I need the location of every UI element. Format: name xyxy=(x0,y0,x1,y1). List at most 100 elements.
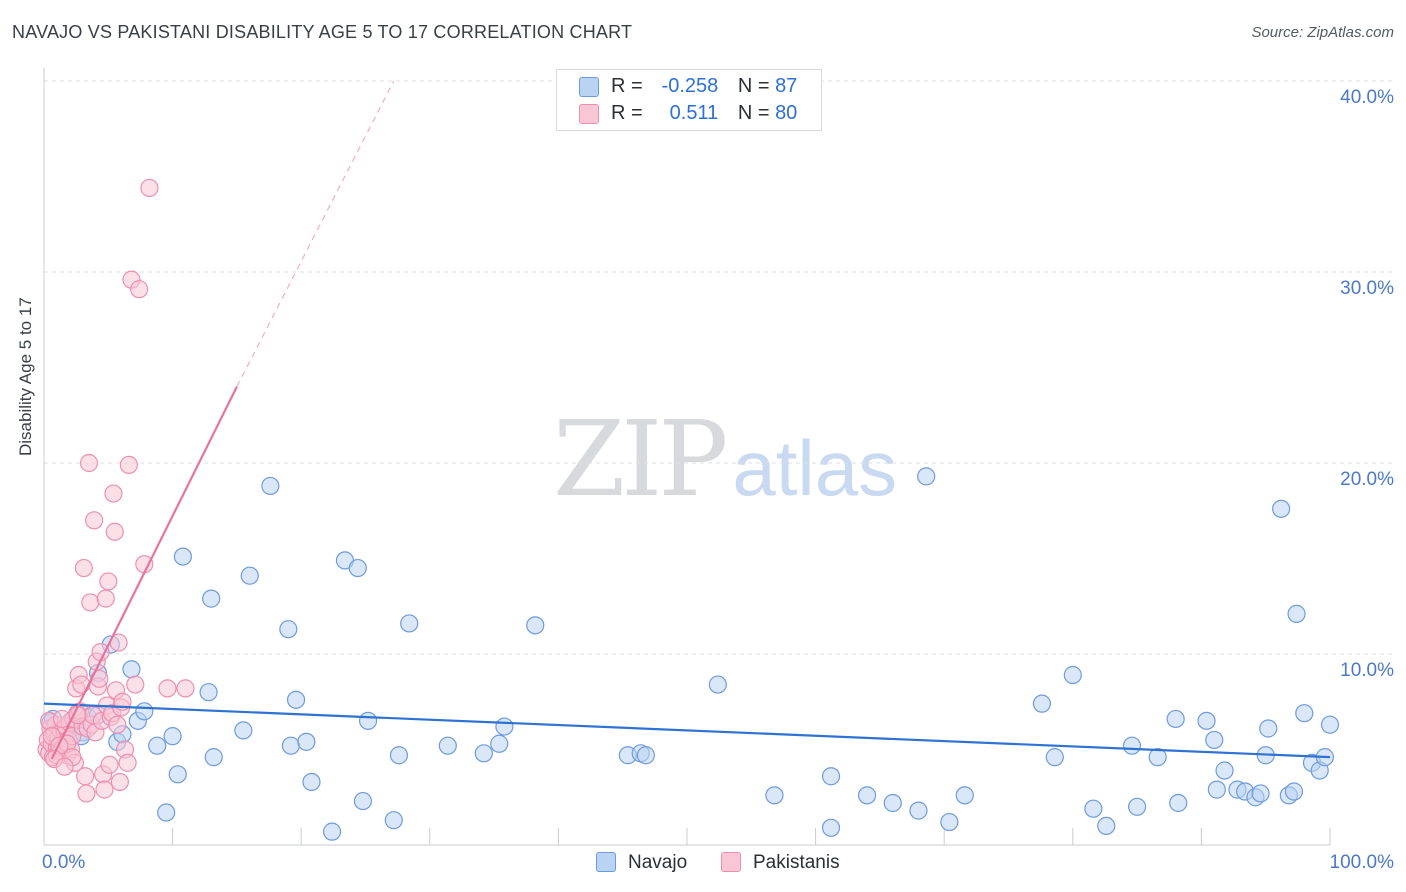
pakistani-n-label: N = xyxy=(737,102,770,124)
navajo-point xyxy=(955,786,974,805)
navajo-point xyxy=(163,727,182,746)
navajo-point xyxy=(384,811,403,830)
pakistani-point xyxy=(81,593,100,612)
pakistani-point xyxy=(158,679,177,698)
navajo-point xyxy=(281,736,301,755)
navajo-point xyxy=(474,744,493,763)
navajo-point xyxy=(348,558,367,578)
y-tick-label: 40.0% xyxy=(1340,87,1394,108)
navajo-point xyxy=(358,711,378,730)
navajo-point xyxy=(1097,816,1116,836)
navajo-point xyxy=(1032,694,1052,713)
navajo-point xyxy=(168,765,187,784)
navajo-point xyxy=(400,614,419,633)
navajo-point xyxy=(1207,780,1226,799)
pakistani-point xyxy=(100,755,119,774)
pakistani-legend-swatch xyxy=(721,852,741,872)
navajo-point xyxy=(821,767,841,786)
navajo-point xyxy=(708,675,727,694)
watermark-atlas: atlas xyxy=(732,424,898,512)
pakistani-trend-line xyxy=(50,386,238,760)
x-tick-label: 0.0% xyxy=(42,852,86,873)
navajo-point xyxy=(1127,797,1147,816)
pakistani-point xyxy=(108,715,127,734)
navajo-point xyxy=(204,748,223,767)
navajo-point xyxy=(199,683,218,702)
pakistani-point xyxy=(119,455,138,475)
pakistani-point xyxy=(140,178,159,198)
navajo-point xyxy=(917,467,936,486)
navajo-point xyxy=(909,801,928,820)
navajo-point xyxy=(1215,761,1234,780)
pakistani-point xyxy=(176,679,195,698)
navajo-point xyxy=(1259,719,1278,738)
pakistani-point xyxy=(72,675,91,694)
navajo-point xyxy=(302,772,321,792)
pakistani-point xyxy=(130,280,149,299)
pakistani-point xyxy=(104,484,123,503)
navajo-swatch xyxy=(579,77,599,97)
pakistani-point xyxy=(74,558,93,578)
y-axis-label: Disability Age 5 to 17 xyxy=(16,297,35,456)
navajo-point xyxy=(389,746,409,765)
navajo-legend-swatch xyxy=(596,852,616,872)
navajo-point xyxy=(940,812,959,832)
pakistani-point xyxy=(55,757,74,776)
navajo-point xyxy=(883,793,902,813)
x-tick-label: 100.0% xyxy=(1329,852,1394,873)
navajo-point xyxy=(495,717,514,736)
navajo-point xyxy=(1063,665,1082,685)
navajo-point xyxy=(1045,748,1064,767)
navajo-point xyxy=(857,786,877,805)
pakistani-point xyxy=(126,675,145,694)
pakistani-point xyxy=(96,589,115,608)
navajo-point xyxy=(1272,499,1291,518)
navajo-point xyxy=(286,690,306,709)
pakistani-point xyxy=(79,453,99,473)
navajo-point xyxy=(240,566,259,585)
navajo-point xyxy=(148,736,167,755)
navajo-n-label: N = xyxy=(737,75,770,97)
pakistani-point xyxy=(77,784,96,803)
navajo-point xyxy=(157,803,176,822)
pakistani-point xyxy=(85,511,104,530)
navajo-point xyxy=(438,736,457,755)
navajo-point xyxy=(1205,730,1224,750)
pakistani-trend-extension xyxy=(236,80,395,387)
navajo-point xyxy=(135,702,154,721)
pakistani-swatch xyxy=(579,104,599,124)
y-tick-label: 10.0% xyxy=(1340,660,1394,681)
navajo-point xyxy=(526,616,545,635)
pakistani-point xyxy=(110,772,129,792)
navajo-point xyxy=(1287,604,1306,623)
navajo-point xyxy=(1320,715,1340,734)
watermark: ZIP atlas xyxy=(553,398,897,520)
pakistani-point xyxy=(76,767,95,786)
navajo-legend-label: Navajo xyxy=(628,852,688,873)
source-credit: Source: ZipAtlas.com xyxy=(1251,24,1394,41)
navajo-point xyxy=(490,734,509,753)
pakistani-r-value: 0.511 xyxy=(669,102,719,124)
watermark-zip: ZIP xyxy=(553,398,728,520)
navajo-point xyxy=(122,660,141,679)
pakistani-point xyxy=(95,780,114,799)
navajo-point xyxy=(173,547,192,566)
navajo-point xyxy=(297,732,316,751)
stats-legend: R = -0.258 N = 87 R = 0.511 N = 80 xyxy=(556,69,822,131)
navajo-point xyxy=(765,786,784,805)
navajo-point xyxy=(353,791,373,811)
chart-title: NAVAJO VS PAKISTANI DISABILITY AGE 5 TO … xyxy=(12,22,633,42)
navajo-point xyxy=(234,721,253,740)
navajo-point xyxy=(261,476,280,496)
pakistani-legend-label: Pakistanis xyxy=(753,852,840,873)
y-tick-label: 30.0% xyxy=(1340,278,1394,299)
navajo-point xyxy=(1284,782,1304,801)
pakistani-point xyxy=(91,642,110,662)
navajo-point xyxy=(1166,709,1185,729)
navajo-point xyxy=(821,818,841,837)
navajo-point xyxy=(1295,704,1314,723)
navajo-point xyxy=(279,620,298,639)
navajo-point xyxy=(636,746,655,765)
pakistani-point xyxy=(118,753,137,772)
